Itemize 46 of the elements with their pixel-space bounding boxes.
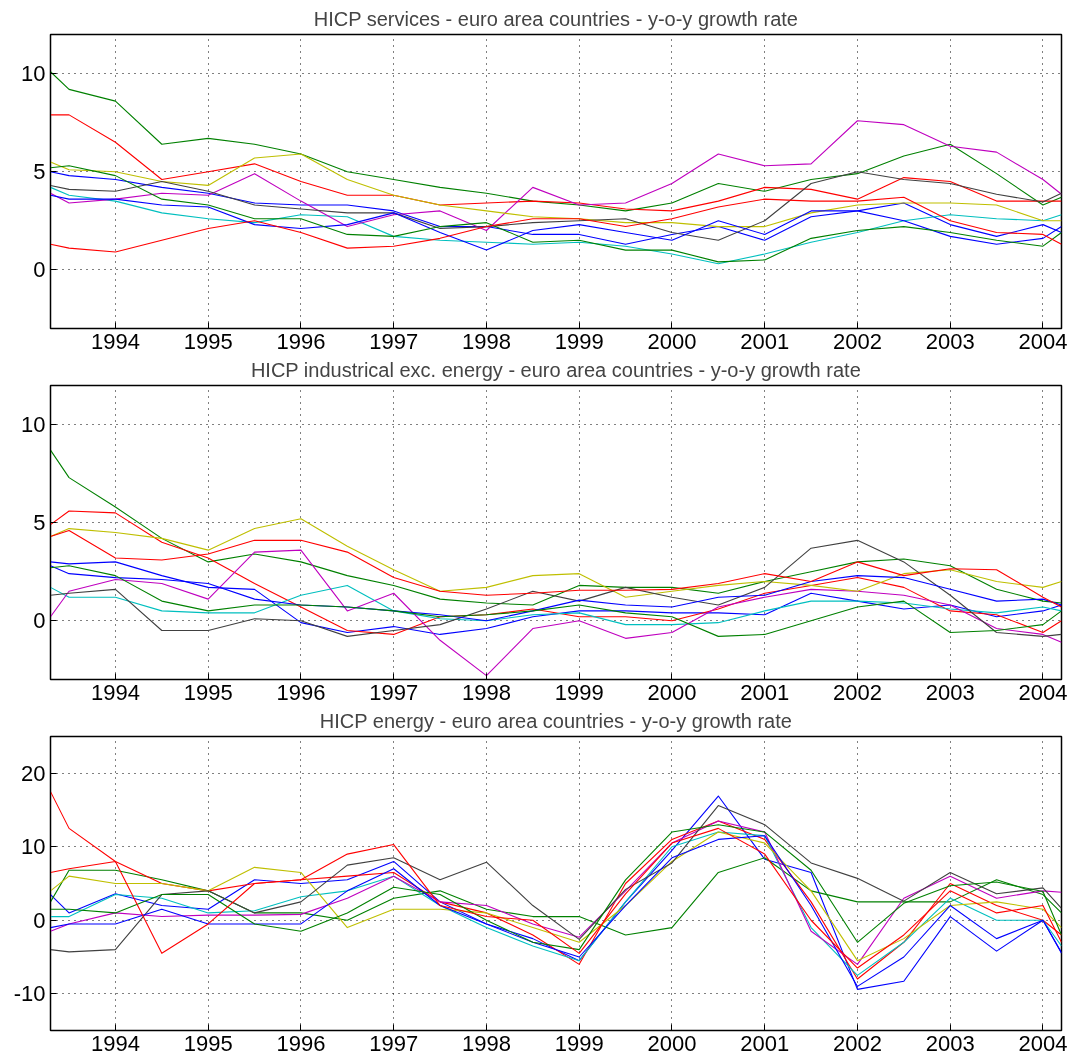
y-tick-label: 10: [21, 412, 46, 438]
x-tick-label: 1996: [276, 679, 326, 705]
chart-title: HICP industrical exc. energy - euro area countries - y-o-y growth rate: [250, 358, 861, 381]
x-tick-label: 2000: [647, 328, 697, 354]
y-tick-label: 10: [21, 61, 46, 87]
x-tick-label: 1996: [276, 328, 326, 354]
x-tick-label: 1998: [461, 328, 511, 354]
x-tick-label: 2001: [740, 1030, 790, 1054]
y-tick-label: 0: [33, 907, 46, 933]
x-tick-label: 1997: [369, 328, 419, 354]
y-tick-label: 5: [33, 510, 46, 536]
x-tick-label: 1995: [183, 679, 233, 705]
y-tick-label: 5: [33, 159, 46, 185]
x-tick-label: 2003: [925, 328, 975, 354]
x-tick-label: 1997: [369, 679, 419, 705]
x-tick-label: 2001: [740, 328, 790, 354]
x-tick-label: 2000: [647, 1030, 697, 1054]
x-tick-label: 1999: [554, 1030, 604, 1054]
y-tick-label: 10: [21, 834, 46, 860]
x-tick-label: 1999: [554, 679, 604, 705]
y-tick-label: 0: [33, 608, 46, 634]
x-tick-label: 1994: [90, 328, 140, 354]
x-tick-label: 2004: [1018, 328, 1068, 354]
x-tick-label: 2002: [832, 679, 882, 705]
x-tick-label: 1995: [183, 1030, 233, 1054]
x-tick-label: 1998: [461, 679, 511, 705]
x-tick-label: 2004: [1018, 679, 1068, 705]
y-tick-label: 0: [33, 257, 46, 283]
x-tick-label: 1998: [461, 1030, 511, 1054]
x-tick-label: 2003: [925, 679, 975, 705]
x-tick-label: 2002: [832, 328, 882, 354]
x-tick-label: 1994: [90, 679, 140, 705]
x-tick-label: 2003: [925, 1030, 975, 1054]
x-tick-label: 2001: [740, 679, 790, 705]
chart-title: HICP energy - euro area countries - y-o-y growth rate: [319, 709, 792, 732]
y-tick-label: 20: [21, 760, 46, 786]
x-tick-label: 2004: [1018, 1030, 1068, 1054]
y-tick-label: -10: [13, 981, 46, 1007]
x-tick-label: 2000: [647, 679, 697, 705]
x-tick-label: 1999: [554, 328, 604, 354]
chart-title: HICP services - euro area countries - y-o-y growth rate: [313, 7, 798, 30]
x-tick-label: 1996: [276, 1030, 326, 1054]
x-tick-label: 2002: [832, 1030, 882, 1054]
x-tick-label: 1994: [90, 1030, 140, 1054]
x-tick-label: 1995: [183, 328, 233, 354]
x-tick-label: 1997: [369, 1030, 419, 1054]
